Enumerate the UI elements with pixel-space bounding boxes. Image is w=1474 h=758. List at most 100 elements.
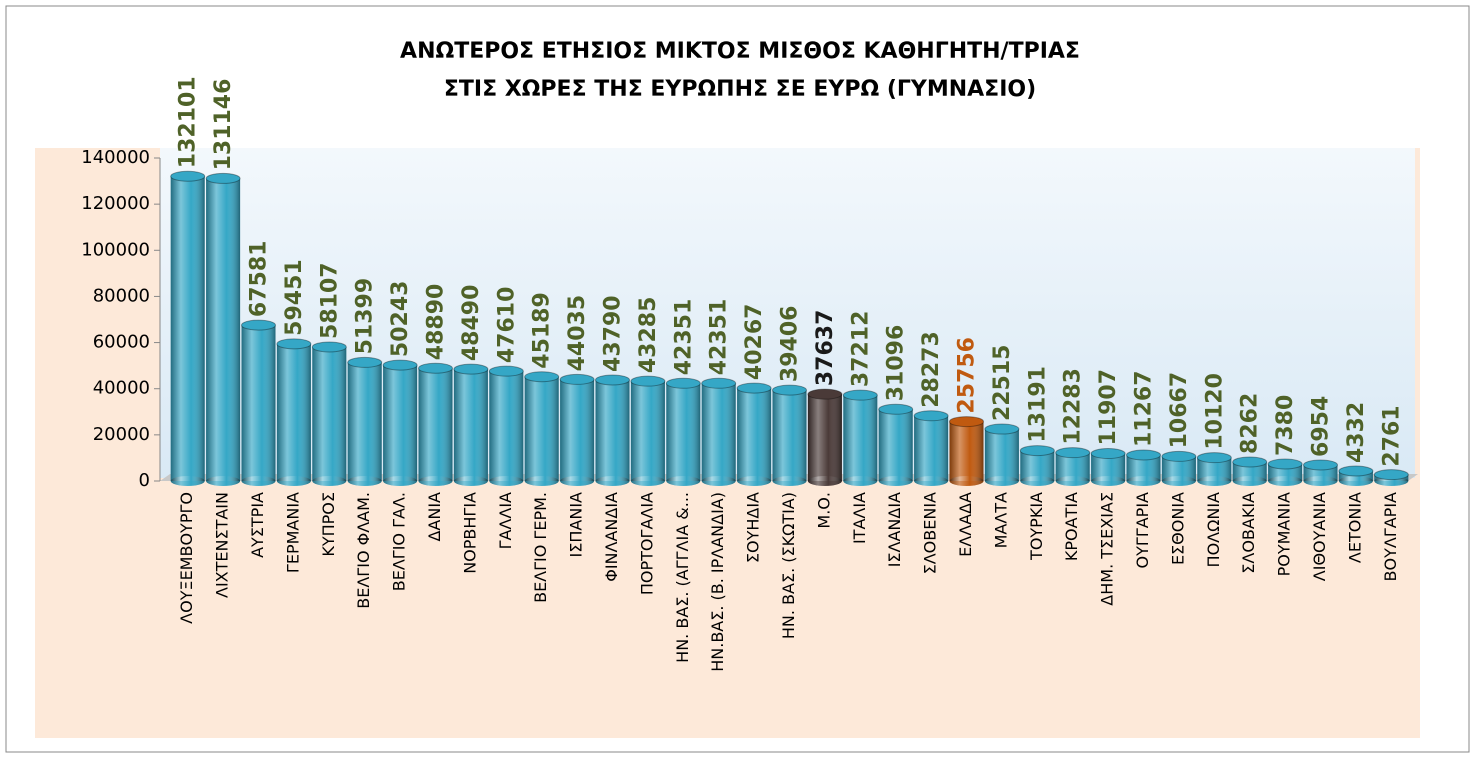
value-label: 51399: [353, 278, 378, 355]
bar-base-shade: [524, 476, 559, 486]
bar-top: [524, 371, 560, 383]
x-tick-label: ΒΕΛΓΙΟ ΓΑΛ.: [390, 492, 409, 591]
bar-base-shade: [1197, 476, 1232, 486]
bar-top: [913, 410, 949, 422]
value-label: 42351: [707, 299, 732, 376]
x-tick-label: ΣΟΥΗΔΙΑ: [744, 492, 763, 563]
bar-base-shade: [489, 476, 524, 486]
bar-base-shade: [807, 476, 842, 486]
x-tick-label: ΛΙΧΤΕΝΣΤΑΙΝ: [213, 492, 232, 598]
bar-shade: [453, 369, 488, 481]
bar-top: [170, 170, 206, 182]
x-tick-label: ΑΥΣΤΡΙΑ: [248, 492, 267, 558]
value-label: 44035: [565, 295, 590, 372]
value-label: 8262: [1238, 393, 1263, 454]
bar-base-shade: [737, 476, 772, 486]
bar-shade: [984, 429, 1019, 481]
bar-base-shade: [1232, 476, 1267, 486]
bar-shade: [878, 409, 913, 481]
bar-shade: [241, 325, 276, 481]
bar-base-shade: [1161, 476, 1196, 486]
bar-shade: [1232, 461, 1267, 481]
bar-shade: [383, 365, 418, 481]
value-label: 6954: [1309, 396, 1334, 457]
x-tick-label: ΓΕΡΜΑΝΙΑ: [283, 492, 302, 573]
bar-shade: [418, 368, 453, 481]
y-tick-label: 120000: [81, 193, 150, 214]
x-tick-label: ΦΙΝΛΑΝΔΙΑ: [602, 492, 621, 582]
x-tick-label: ΒΕΛΓΙΟ ΓΕΡΜ.: [531, 492, 550, 603]
bar-shade: [170, 176, 205, 481]
x-tick-label: ΚΥΠΡΟΣ: [319, 492, 338, 557]
x-tick-label: ΡΟΥΜΑΝΙΑ: [1275, 492, 1294, 576]
bar-shade: [772, 390, 807, 481]
x-tick-label: ΙΣΛΑΝΔΙΑ: [885, 492, 904, 567]
value-label: 132101: [176, 76, 201, 168]
value-label: 47610: [494, 287, 519, 364]
value-label: 131146: [211, 79, 236, 171]
bar-base-shade: [206, 476, 241, 486]
bar-shade: [206, 178, 241, 482]
y-tick-label: 20000: [93, 424, 150, 445]
x-tick-label: ΚΡΟΑΤΙΑ: [1062, 492, 1081, 561]
bar-top: [630, 375, 666, 387]
bar-top: [842, 389, 878, 401]
value-label: 12283: [1061, 368, 1086, 445]
bar-base-shade: [560, 476, 595, 486]
value-label: 31096: [884, 325, 909, 402]
bar-base-shade: [914, 476, 949, 486]
bar-top: [595, 374, 630, 386]
x-tick-label: ΝΟΡΒΗΓΙΑ: [460, 492, 479, 574]
value-label: 11907: [1096, 369, 1121, 446]
value-label: 43285: [636, 297, 661, 374]
y-tick-label: 0: [139, 470, 150, 491]
value-label: 50243: [388, 281, 413, 358]
bar-top: [241, 319, 276, 331]
bar-base-shade: [666, 476, 701, 486]
bar-top: [488, 365, 524, 377]
y-tick-label: 40000: [93, 378, 150, 399]
bar-top: [807, 388, 843, 400]
x-tick-label: ΔΗΜ. ΤΣΕΧΙΑΣ: [1098, 492, 1117, 606]
bar-base-shade: [1055, 476, 1090, 486]
bar-base-shade: [276, 476, 311, 486]
y-tick-label: 60000: [93, 332, 150, 353]
bar-shade: [312, 346, 347, 481]
bar-top: [984, 423, 1020, 435]
bar-top: [347, 356, 383, 368]
value-label: 42351: [671, 299, 696, 376]
bar-top: [1303, 459, 1338, 471]
value-label: 25756: [955, 337, 980, 414]
bar-top: [736, 382, 772, 394]
bar-top: [949, 416, 984, 428]
bar-base-shade: [701, 476, 736, 486]
x-tick-label: ΤΟΥΡΚΙΑ: [1027, 492, 1046, 561]
bar-shade: [843, 395, 878, 481]
bar-base-shade: [843, 476, 878, 486]
value-label: 13191: [1025, 366, 1050, 443]
bar-shade: [489, 371, 524, 481]
x-tick-label: ΙΣΠΑΝΙΑ: [567, 492, 586, 557]
bar-top: [1232, 456, 1268, 468]
x-tick-label: ΠΟΛΩΝΙΑ: [1204, 492, 1223, 567]
bar-base-shade: [772, 476, 807, 486]
bar-top: [559, 373, 595, 385]
bar-top: [276, 338, 312, 350]
value-label: 37212: [848, 311, 873, 388]
bar-shade: [1020, 450, 1055, 481]
x-tick-label: ΛΕΤΟΝΙΑ: [1345, 492, 1364, 563]
bar-base-shade: [453, 476, 488, 486]
bar-base-shade: [1126, 476, 1161, 486]
bar-shade: [347, 362, 382, 481]
bar-top: [1196, 452, 1232, 464]
value-label: 2761: [1379, 405, 1404, 466]
bar-top: [1090, 448, 1126, 460]
bar-base-shade: [949, 476, 984, 486]
bar-shade: [524, 376, 559, 481]
bar-shade: [949, 421, 984, 481]
value-label: 67581: [247, 241, 272, 318]
bar-base-shade: [1268, 476, 1303, 486]
bar-base-shade: [241, 476, 276, 486]
bar-base-shade: [170, 476, 205, 486]
value-label: 11267: [1132, 370, 1157, 447]
